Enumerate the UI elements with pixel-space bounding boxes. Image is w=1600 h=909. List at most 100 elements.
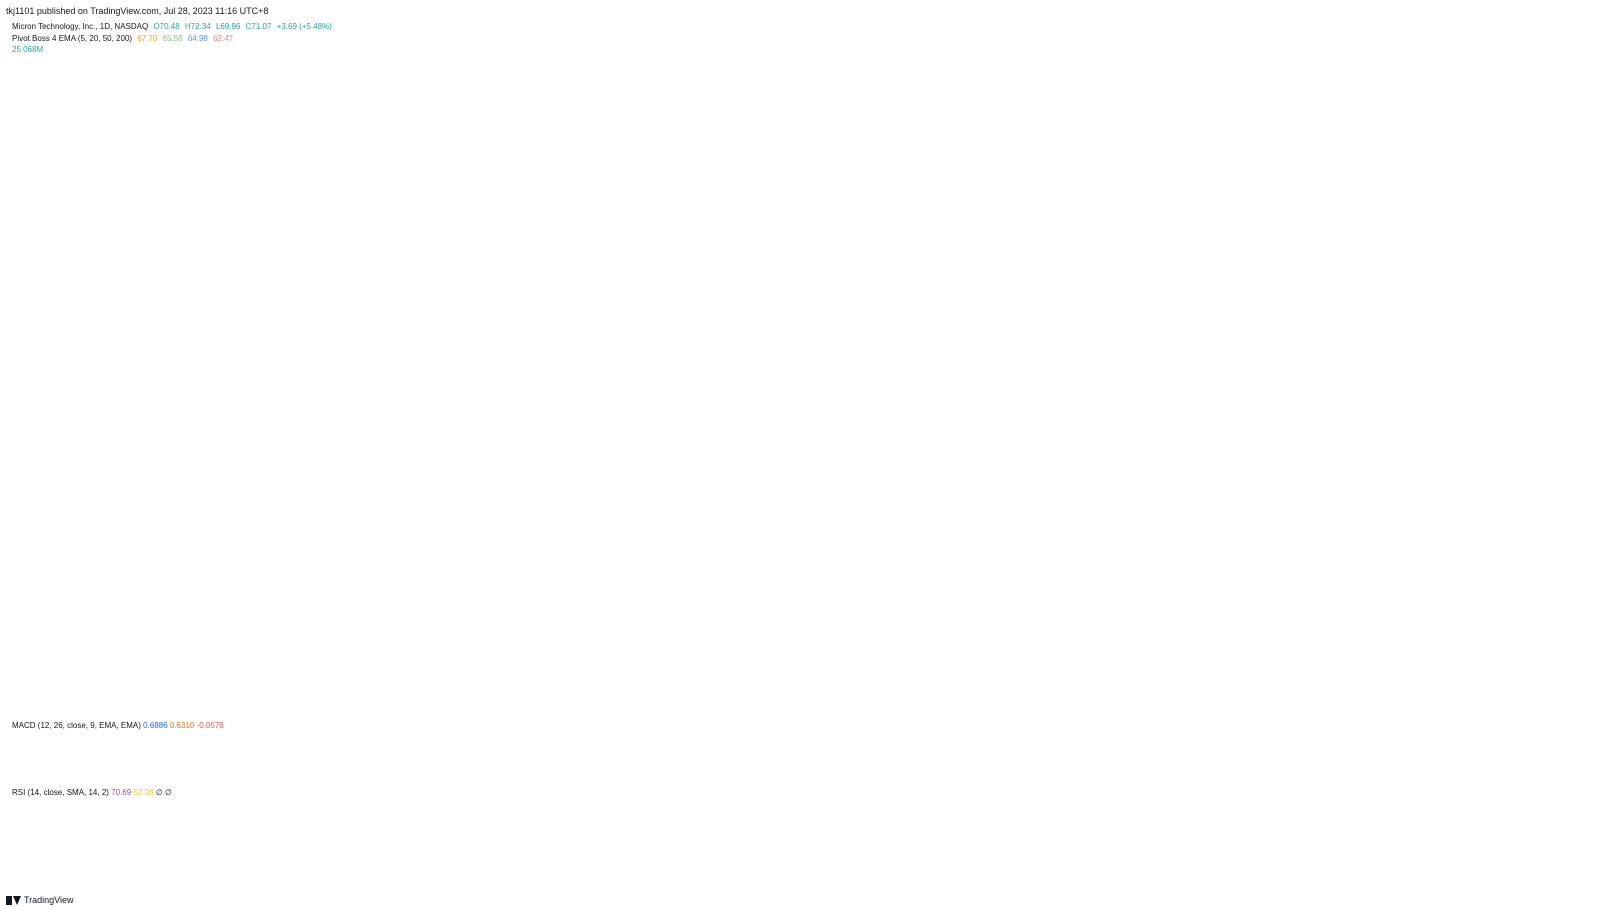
candle-body <box>78 235 82 237</box>
rsi-legend: RSI (14, close, SMA, 14, 2) 70.69 52.08 … <box>12 788 172 797</box>
volume-bar <box>303 679 308 716</box>
signal-line <box>7 731 1443 783</box>
candle-body <box>639 567 643 574</box>
volume-bar <box>1243 604 1248 716</box>
candle-body <box>605 573 610 599</box>
marker-label: D <box>1128 705 1133 712</box>
macd-histogram-bar <box>744 751 749 753</box>
volume-bar <box>390 594 394 716</box>
price-tick: 92.00 <box>1526 80 1547 89</box>
volume-bar <box>601 656 605 716</box>
candle-body <box>543 525 547 531</box>
candle-body <box>1128 443 1132 453</box>
candle-body <box>1090 451 1094 461</box>
macd-histogram-bar <box>366 753 370 764</box>
volume-bar <box>999 660 1003 716</box>
volume-bar <box>1392 680 1396 716</box>
candle-body <box>1258 332 1262 354</box>
candle-body <box>169 289 173 305</box>
volume-bar <box>831 654 835 716</box>
tradingview-logo-icon <box>6 895 21 905</box>
macd-histogram-bar <box>1368 753 1372 760</box>
volume-bar <box>1219 688 1224 716</box>
marker-label: D <box>145 705 150 712</box>
macd-histogram-bar <box>917 745 921 753</box>
macd-histogram-bar <box>1171 753 1176 755</box>
macd-histogram-bar <box>298 746 303 753</box>
tradingview-footer: TradingView <box>6 895 74 905</box>
ema20-line <box>7 95 1443 570</box>
volume-bar <box>413 685 418 716</box>
time-tick: Feb <box>955 854 969 863</box>
macd-histogram-bar <box>174 752 178 753</box>
macd-histogram-bar <box>111 753 116 756</box>
candle-body <box>1066 488 1070 510</box>
macd-histogram-bar <box>1435 749 1439 753</box>
macd-histogram-bar <box>433 744 437 753</box>
volume-bar <box>1071 683 1075 716</box>
ema50-value: 64.98 <box>187 34 208 43</box>
volume-bar <box>553 667 557 716</box>
macd-histogram-bar <box>994 753 998 760</box>
macd-histogram-bar <box>92 753 97 761</box>
candle-body <box>1003 505 1008 509</box>
candle-body <box>413 476 418 490</box>
candle-body <box>471 423 475 430</box>
candle-body <box>97 260 101 268</box>
candle-body <box>744 482 749 501</box>
macd-histogram-bar <box>150 749 154 753</box>
candle-body <box>725 462 730 473</box>
candle-body <box>644 550 648 570</box>
candle-body <box>1118 465 1123 499</box>
volume-bar <box>1377 657 1382 716</box>
macd-histogram-bar <box>428 744 432 753</box>
candle-body <box>1075 475 1080 484</box>
candle-body <box>740 463 744 487</box>
dividend-marker <box>1383 701 1395 713</box>
macd-histogram-bar <box>49 753 53 759</box>
macd-histogram-bar <box>1277 748 1281 753</box>
volume-bar <box>1037 684 1041 716</box>
volume-bar <box>1430 686 1435 716</box>
time-tick: May <box>208 854 223 863</box>
volume-bar <box>351 688 355 716</box>
macd-histogram-bar <box>1392 753 1396 759</box>
macd-histogram-bar <box>1344 753 1348 758</box>
candle-body <box>207 338 212 369</box>
volume-bar <box>1421 683 1425 716</box>
marker-label: E <box>370 705 375 712</box>
macd-histogram-bar <box>672 747 677 753</box>
volume-bar <box>78 674 82 716</box>
candle-body <box>1387 437 1391 452</box>
time-tick: Sep <box>544 854 559 863</box>
macd-histogram-bar <box>629 748 634 753</box>
candle-body <box>49 151 53 173</box>
volume-bar <box>241 697 245 716</box>
macd-histogram-bar <box>1075 747 1080 753</box>
candle-body <box>25 117 29 119</box>
volume-bar <box>1056 655 1060 716</box>
candle-body <box>481 417 485 427</box>
candle-body <box>289 343 293 351</box>
macd-histogram-bar <box>874 747 878 753</box>
candle-body <box>764 524 768 535</box>
macd-histogram-bar <box>802 753 806 757</box>
price-tick: 58.00 <box>1526 501 1547 510</box>
macd-histogram-bar <box>413 746 418 753</box>
candle-body <box>1018 526 1022 537</box>
volume-bar <box>63 692 68 716</box>
macd-histogram-bar <box>1430 750 1435 753</box>
volume-bar <box>625 679 629 716</box>
candle-body <box>1095 454 1099 461</box>
macd-histogram-bar <box>548 753 552 759</box>
volume-bar <box>696 691 701 716</box>
volume-bar <box>955 675 960 716</box>
macd-histogram-bar <box>946 749 950 753</box>
macd-histogram-bar <box>927 746 931 753</box>
volume-bar <box>812 673 816 716</box>
volume-bar <box>792 667 797 716</box>
macd-histogram-bar <box>322 751 327 753</box>
grid <box>0 58 1520 705</box>
candle-body <box>274 365 279 385</box>
